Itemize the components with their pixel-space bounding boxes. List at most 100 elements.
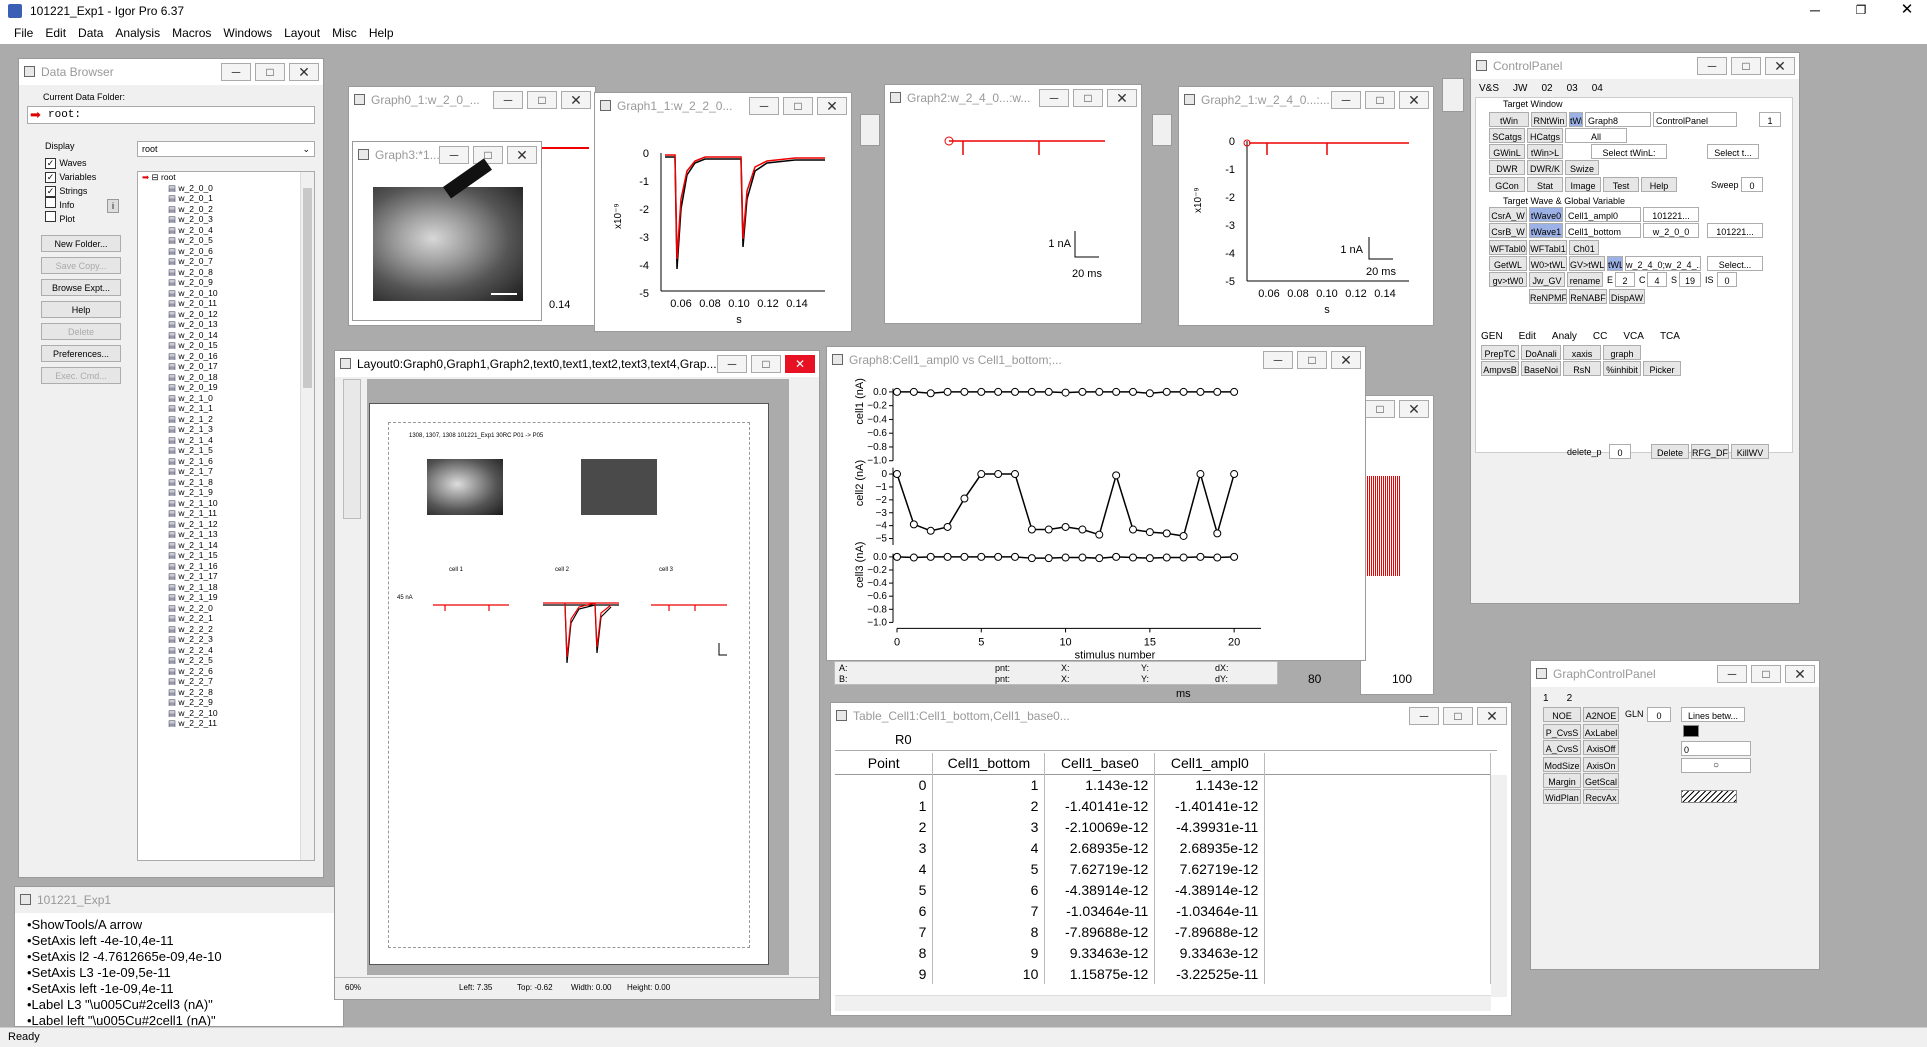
history-titlebar[interactable]: 101221_Exp1: [15, 887, 343, 913]
table-cell[interactable]: 1.143e-12: [1154, 774, 1266, 795]
table-cell[interactable]: -2.10069e-12: [1044, 816, 1156, 837]
tree-wave-item[interactable]: ▤ w_2_1_17: [138, 571, 314, 582]
dwrk-button[interactable]: DWR/K: [1527, 160, 1563, 175]
close-button[interactable]: ✕: [817, 97, 847, 115]
tree-wave-item[interactable]: ▤ w_2_0_15: [138, 340, 314, 351]
delete-p-field[interactable]: 0: [1609, 444, 1631, 459]
swize-button[interactable]: Swize: [1565, 160, 1599, 175]
twi-button[interactable]: tWi: [1569, 112, 1583, 127]
menu-windows[interactable]: Windows: [223, 26, 273, 40]
tree-wave-item[interactable]: ▤ w_2_1_0: [138, 393, 314, 404]
tree-wave-item[interactable]: ▤ w_2_0_11: [138, 298, 314, 309]
menu-edit[interactable]: Edit: [45, 26, 67, 40]
tab-04[interactable]: 04: [1591, 83, 1603, 94]
layout-page[interactable]: 1308, 1307, 1308 101221_Exp1 30RC P01 ->…: [369, 403, 769, 965]
toolbar-icons-1[interactable]: [860, 114, 880, 146]
table-cell[interactable]: 1: [835, 795, 934, 816]
table-cell[interactable]: 7: [835, 921, 934, 942]
folder-select[interactable]: root ⌄: [137, 141, 315, 157]
inhibit-button[interactable]: %inhibit: [1603, 361, 1641, 376]
tab-cc[interactable]: CC: [1592, 331, 1608, 342]
gv-c-field[interactable]: 4: [1647, 272, 1667, 287]
select-twinl[interactable]: Select tWinL:: [1591, 144, 1667, 159]
table-cell[interactable]: -1.40141e-12: [1044, 795, 1156, 816]
app-close-icon[interactable]: ✕: [1900, 1, 1914, 18]
a-cvss-button[interactable]: A_CvsS: [1543, 740, 1581, 755]
tree-wave-item[interactable]: ▤ w_2_2_0: [138, 603, 314, 614]
close-button[interactable]: ✕: [1399, 91, 1429, 109]
preptc-button[interactable]: PrepTC: [1481, 345, 1519, 360]
tree-wave-item[interactable]: ▤ w_2_0_17: [138, 361, 314, 372]
tree-wave-item[interactable]: ▤ w_2_0_0: [138, 183, 314, 194]
menu-data[interactable]: Data: [78, 26, 104, 40]
image-button[interactable]: Image: [1565, 177, 1601, 192]
tree-wave-item[interactable]: ▤ w_2_1_7: [138, 466, 314, 477]
tree-wave-item[interactable]: ▤ w_2_1_3: [138, 424, 314, 435]
maximize-button[interactable]: □: [1365, 400, 1395, 418]
table-cell[interactable]: -7.89688e-12: [1044, 921, 1156, 942]
tree-wave-item[interactable]: ▤ w_2_1_1: [138, 403, 314, 414]
exec-cmd-button[interactable]: Exec. Cmd...: [41, 367, 121, 384]
tree-wave-item[interactable]: ▤ w_2_0_1: [138, 193, 314, 204]
twave1-button[interactable]: tWave1: [1529, 223, 1563, 238]
tree-wave-item[interactable]: ▤ w_2_0_9: [138, 277, 314, 288]
tree-wave-item[interactable]: ▤ w_2_1_18: [138, 582, 314, 593]
lines-select[interactable]: Lines betw...: [1681, 707, 1745, 722]
maximize-button[interactable]: □: [255, 63, 285, 81]
axlabel-button[interactable]: AxLabel: [1583, 724, 1619, 739]
col-header-point[interactable]: Point: [835, 753, 934, 774]
close-button[interactable]: ✕: [1785, 665, 1815, 683]
close-button[interactable]: ✕: [1477, 707, 1507, 725]
tree-wave-item[interactable]: ▤ w_2_0_19: [138, 382, 314, 393]
all-select[interactable]: All: [1565, 128, 1627, 143]
table-cell[interactable]: 3: [932, 816, 1046, 837]
help-button[interactable]: Help: [41, 301, 121, 318]
close-button[interactable]: ✕: [1331, 351, 1361, 369]
zoom-select[interactable]: 60%: [345, 983, 362, 992]
toolbar-icons-2[interactable]: [1152, 114, 1172, 146]
axison-button[interactable]: AxisOn: [1583, 757, 1619, 772]
csrb-button[interactable]: CsrB_W: [1489, 223, 1527, 238]
browse-expt-button[interactable]: Browse Expt...: [41, 279, 121, 296]
gv-tw0-button[interactable]: gv>tW0: [1489, 272, 1527, 287]
graph-button[interactable]: graph: [1603, 345, 1641, 360]
tree-wave-item[interactable]: ▤ w_2_1_16: [138, 561, 314, 572]
twin-button[interactable]: tWin: [1489, 112, 1529, 127]
minimize-button[interactable]: ─: [221, 63, 251, 81]
maximize-button[interactable]: □: [527, 91, 557, 109]
tree-wave-item[interactable]: ▤ w_2_1_8: [138, 477, 314, 488]
tree-wave-item[interactable]: ▤ w_2_2_3: [138, 634, 314, 645]
table-cell[interactable]: 6: [932, 879, 1046, 900]
cursor-a-label[interactable]: A:: [839, 663, 848, 673]
minimize-button[interactable]: ─: [1697, 57, 1727, 75]
tree-wave-item[interactable]: ▤ w_2_2_6: [138, 666, 314, 677]
minimize-button[interactable]: ─: [493, 91, 523, 109]
minimize-button[interactable]: ─: [1263, 351, 1293, 369]
help-cp-button[interactable]: Help: [1641, 177, 1677, 192]
tree-wave-item[interactable]: ▤ w_2_2_8: [138, 687, 314, 698]
maximize-button[interactable]: □: [751, 355, 781, 373]
line-style-select[interactable]: 0: [1681, 741, 1751, 756]
delete-cp-button[interactable]: Delete: [1651, 444, 1689, 459]
close-button[interactable]: ✕: [785, 355, 815, 373]
preferences-button[interactable]: Preferences...: [41, 345, 121, 362]
modsize-button[interactable]: ModSize: [1543, 757, 1581, 772]
getwl-select[interactable]: Select...: [1707, 256, 1763, 271]
tree-wave-item[interactable]: ▤ w_2_0_13: [138, 319, 314, 330]
tree-root[interactable]: ➡ ⊟ root: [142, 172, 176, 182]
close-button[interactable]: ✕: [507, 146, 537, 164]
tab-03[interactable]: 03: [1566, 83, 1578, 94]
close-button[interactable]: ✕: [289, 63, 319, 81]
table-cell[interactable]: 6: [835, 900, 934, 921]
tree-wave-item[interactable]: ▤ w_2_1_14: [138, 540, 314, 551]
tree-wave-item[interactable]: ▤ w_2_2_1: [138, 613, 314, 624]
basenoi-button[interactable]: BaseNoi: [1521, 361, 1561, 376]
w0-twl-button[interactable]: W0>tWL: [1529, 256, 1567, 271]
table-cell[interactable]: 2: [835, 816, 934, 837]
tree-wave-item[interactable]: ▤ w_2_1_9: [138, 487, 314, 498]
table-cell[interactable]: 2.68935e-12: [1154, 837, 1266, 858]
table-cell[interactable]: 2: [932, 795, 1046, 816]
tree-wave-item[interactable]: ▤ w_2_0_16: [138, 351, 314, 362]
col-header-cell1-ampl0[interactable]: Cell1_ampl0: [1154, 753, 1266, 774]
renabf-button[interactable]: ReNABF: [1569, 289, 1607, 304]
